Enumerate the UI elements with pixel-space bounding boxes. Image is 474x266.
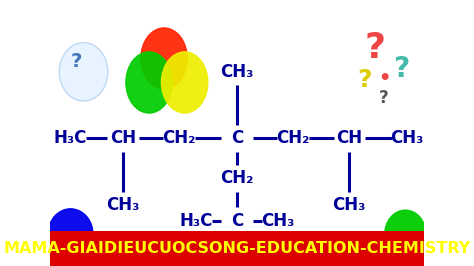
Text: CH₃: CH₃ — [333, 196, 366, 214]
Text: CH₂: CH₂ — [276, 129, 310, 147]
Text: H₃C: H₃C — [179, 212, 212, 230]
Text: CH₃: CH₃ — [391, 129, 424, 147]
Text: H₃C: H₃C — [54, 129, 87, 147]
Text: ?: ? — [365, 31, 386, 65]
Text: CH₂: CH₂ — [220, 169, 254, 187]
Ellipse shape — [385, 210, 426, 258]
Text: CH₂: CH₂ — [162, 129, 196, 147]
Text: CH: CH — [110, 129, 136, 147]
Ellipse shape — [48, 209, 93, 259]
Ellipse shape — [141, 28, 187, 89]
Ellipse shape — [126, 52, 172, 113]
Text: CH₃: CH₃ — [262, 212, 295, 230]
Text: CH₃: CH₃ — [106, 196, 139, 214]
Text: ?: ? — [379, 89, 389, 107]
Bar — [50, 231, 424, 266]
Text: ?: ? — [393, 55, 410, 83]
Text: C: C — [231, 212, 243, 230]
Text: CH₃: CH₃ — [220, 244, 254, 262]
Text: C: C — [231, 129, 243, 147]
Text: CH₃: CH₃ — [220, 63, 254, 81]
Text: ?: ? — [357, 68, 372, 92]
Text: ?: ? — [71, 52, 82, 71]
Ellipse shape — [59, 43, 108, 101]
Ellipse shape — [162, 52, 208, 113]
Text: MAMA-GIAIDIEUCUOCSONG-EDUCATION-CHEMISTRY: MAMA-GIAIDIEUCUOCSONG-EDUCATION-CHEMISTR… — [3, 241, 471, 256]
Text: CH: CH — [336, 129, 362, 147]
Text: •: • — [378, 69, 390, 88]
